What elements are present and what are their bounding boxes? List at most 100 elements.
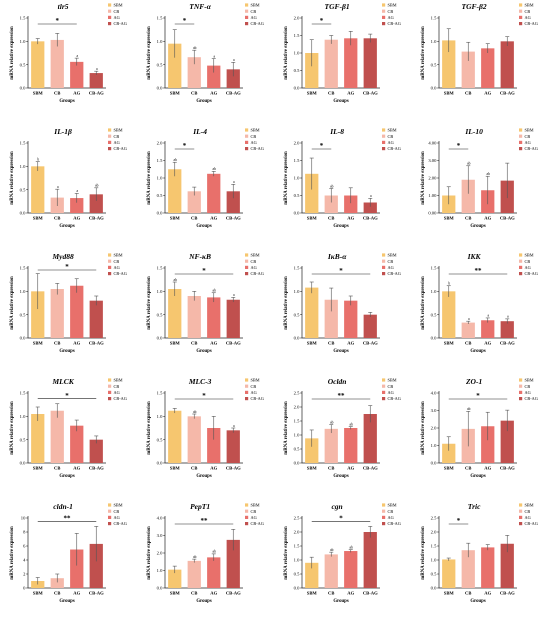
- x-tick-label: AG: [73, 341, 80, 346]
- x-tick-label: SBM: [170, 91, 181, 96]
- legend-label: AG: [388, 15, 394, 20]
- y-axis-label: mRNA relative expression: [147, 526, 152, 580]
- x-tick-label: SBM: [33, 466, 44, 471]
- legend-label: CB: [251, 134, 257, 139]
- y-tick-label: 0.5: [294, 193, 300, 198]
- legend-label: CB-AG: [525, 521, 538, 526]
- x-tick-label: CB: [54, 466, 60, 471]
- chart-title: IL-8: [329, 127, 344, 136]
- chart-title: IL-4: [192, 127, 207, 136]
- bar-cb-ag: [500, 321, 514, 338]
- y-tick-label: 3.00: [428, 158, 437, 163]
- significance-star: *: [457, 142, 461, 150]
- legend-label: SBM: [114, 3, 123, 8]
- legend-swatch: [245, 378, 249, 382]
- x-tick-label: CB-AG: [500, 91, 515, 96]
- x-tick-label: CB-AG: [89, 591, 104, 596]
- legend-label: CB-AG: [525, 21, 538, 26]
- bar-cb-ag: [89, 300, 103, 338]
- legend-label: SBM: [114, 128, 123, 133]
- legend-label: SBM: [251, 378, 260, 383]
- bar-sbm: [168, 43, 182, 88]
- significance-letter: a: [507, 315, 509, 319]
- y-tick-label: 1.5: [431, 266, 437, 271]
- x-tick-label: SBM: [33, 216, 44, 221]
- x-tick-label: CB-AG: [89, 91, 104, 96]
- y-tick-label: 2.0: [294, 530, 300, 535]
- legend-swatch: [382, 378, 386, 382]
- x-tick-label: AG: [347, 466, 354, 471]
- chart-panel-3: TGF-β2 0.0 0.5 1.0 1.5 mRNA relative expressi…: [421, 2, 538, 96]
- significance-letter: ab: [95, 184, 99, 188]
- legend-label: SBM: [388, 3, 397, 8]
- y-axis-label: mRNA relative expression: [10, 526, 15, 580]
- legend-label: CB-AG: [114, 521, 127, 526]
- x-tick-label: CB-AG: [363, 216, 378, 221]
- y-tick-label: 1.0: [431, 289, 437, 294]
- x-axis-label: Groups: [333, 224, 349, 229]
- x-tick-label: CB: [54, 216, 60, 221]
- x-tick-label: SBM: [444, 216, 455, 221]
- x-tick-label: SBM: [33, 91, 44, 96]
- significance-letter: ab: [193, 555, 197, 559]
- legend-label: SBM: [114, 378, 123, 383]
- x-axis-label: Groups: [196, 99, 212, 104]
- x-axis-label: Groups: [196, 599, 212, 604]
- bar-cb-ag: [363, 202, 377, 213]
- y-tick-label: 0.5: [294, 312, 300, 317]
- significance-letter: ab: [213, 550, 217, 554]
- legend-swatch: [245, 515, 249, 519]
- y-tick-label: 1.5: [157, 266, 163, 271]
- legend-swatch: [519, 384, 523, 388]
- significance-star: *: [65, 392, 69, 400]
- y-tick-label: 1.0: [20, 164, 26, 169]
- legend-label: CB: [525, 509, 531, 514]
- y-tick-label: 0.0: [294, 586, 300, 591]
- y-tick-label: 1.5: [294, 266, 300, 271]
- x-tick-label: SBM: [170, 466, 181, 471]
- bar-ag: [344, 551, 358, 588]
- bar-cb-ag: [363, 414, 377, 463]
- x-tick-label: CB: [191, 91, 197, 96]
- x-tick-label: SBM: [170, 591, 181, 596]
- bar-sbm: [168, 569, 182, 588]
- legend-label: SBM: [525, 253, 534, 258]
- legend-label: AG: [251, 390, 257, 395]
- x-tick-label: CB: [465, 341, 471, 346]
- bar-cb-ag: [226, 430, 240, 463]
- legend-label: AG: [388, 390, 394, 395]
- legend-swatch: [519, 147, 523, 151]
- y-axis-label: mRNA relative expression: [147, 276, 152, 330]
- y-tick-label: 0.5: [157, 437, 163, 442]
- y-tick-label: 10: [21, 516, 26, 521]
- x-axis-label: Groups: [470, 599, 486, 604]
- bar-cb-ag: [500, 543, 514, 588]
- legend-swatch: [108, 22, 112, 26]
- significance-star: **: [201, 517, 209, 525]
- significance-letter: ab: [193, 46, 197, 50]
- legend-swatch: [382, 128, 386, 132]
- bar-sbm: [305, 562, 319, 588]
- legend-label: CB: [114, 509, 120, 514]
- legend-swatch: [245, 134, 249, 138]
- bar-ag: [207, 297, 221, 338]
- y-axis-label: mRNA relative expression: [284, 526, 289, 580]
- legend-swatch: [519, 22, 523, 26]
- bar-ag: [344, 428, 358, 463]
- legend-swatch: [108, 259, 112, 263]
- legend-swatch: [519, 509, 523, 513]
- y-tick-label: 0.5: [157, 193, 163, 198]
- legend-swatch: [519, 140, 523, 144]
- y-tick-label: 0.0: [294, 86, 300, 91]
- y-axis-label: mRNA relative expression: [284, 151, 289, 205]
- bar-cb: [187, 296, 201, 338]
- legend-swatch: [245, 259, 249, 263]
- legend-swatch: [108, 140, 112, 144]
- y-tick-label: 1.5: [157, 158, 163, 163]
- significance-letter: ab: [174, 278, 178, 282]
- legend-label: CB: [114, 134, 120, 139]
- chart-title: IKK: [467, 252, 482, 261]
- y-tick-label: 2.0: [431, 530, 437, 535]
- significance-star: **: [475, 267, 483, 275]
- chart-panel-12: MLCK 0.0 0.5 1.0 1.5 mRNA relative expression…: [10, 377, 127, 479]
